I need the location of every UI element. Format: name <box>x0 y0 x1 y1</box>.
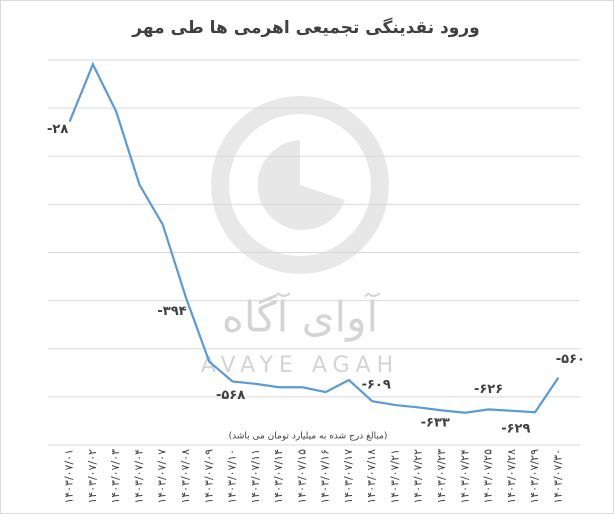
chart-note: (مبالغ درج شده به میلیارد تومان می باشد) <box>229 432 388 442</box>
x-tick-label: ۱۴۰۳/۰۷/۱۶ <box>319 449 332 504</box>
data-label: -۵۶۸ <box>216 388 245 403</box>
x-tick-label: ۱۴۰۳/۰۷/۱۱ <box>249 449 262 504</box>
x-tick-label: ۱۴۰۳/۰۷/۱۵ <box>295 449 308 504</box>
x-tick-label: ۱۴۰۳/۰۷/۱۰ <box>226 449 239 504</box>
x-tick-label: ۱۴۰۳/۰۷/۰۳ <box>109 449 122 504</box>
data-label: -۲۸ <box>47 122 68 137</box>
x-tick-label: ۱۴۰۳/۰۷/۲۱ <box>388 449 401 504</box>
x-tick-label: ۱۴۰۳/۰۷/۳۰ <box>551 449 564 504</box>
x-tick-label: ۱۴۰۳/۰۷/۰۸ <box>179 449 192 504</box>
data-line <box>68 61 560 414</box>
watermark-logo <box>211 96 389 274</box>
x-tick-label: ۱۴۰۳/۰۷/۱۸ <box>365 449 378 504</box>
data-label: -۶۲۹ <box>501 421 530 436</box>
watermark-text: آوای آگاه <box>222 292 381 342</box>
x-tick-label: ۱۴۰۳/۰۷/۲۹ <box>528 449 541 504</box>
data-label: -۶۳۳ <box>421 415 450 430</box>
chart-title: ورود نقدینگی تجمیعی اهرمی ها طی مهر <box>131 17 479 38</box>
x-tick-label: ۱۴۰۳/۰۷/۱۷ <box>342 449 355 504</box>
x-tick-label: ۱۴۰۳/۰۷/۲۴ <box>458 449 471 504</box>
x-tick-label: ۱۴۰۳/۰۷/۰۴ <box>132 449 145 504</box>
x-tick-label: ۱۴۰۳/۰۷/۰۹ <box>202 449 215 504</box>
watermark-text: AVAYE AGAH <box>201 353 399 378</box>
data-label: -۶۰۹ <box>362 378 391 393</box>
data-label: -۶۲۶ <box>474 382 503 397</box>
x-tick-label: ۱۴۰۳/۰۷/۲۸ <box>505 449 518 504</box>
x-tick-label: ۱۴۰۳/۰۷/۲۳ <box>435 449 448 504</box>
x-tick-label: ۱۴۰۳/۰۷/۰۲ <box>86 449 99 504</box>
x-tick-label: ۱۴۰۳/۰۷/۱۴ <box>272 449 285 504</box>
data-label: -۵۶۰ <box>556 352 585 367</box>
x-tick-label: ۱۴۰۳/۰۷/۰۷ <box>156 449 169 504</box>
data-label: -۳۹۴ <box>157 304 186 319</box>
x-tick-label: ۱۴۰۳/۰۷/۲۵ <box>482 449 495 504</box>
x-tick-label: ۱۴۰۳/۰۷/۰۱ <box>63 449 76 504</box>
x-tick-label: ۱۴۰۳/۰۷/۲۲ <box>412 449 425 504</box>
